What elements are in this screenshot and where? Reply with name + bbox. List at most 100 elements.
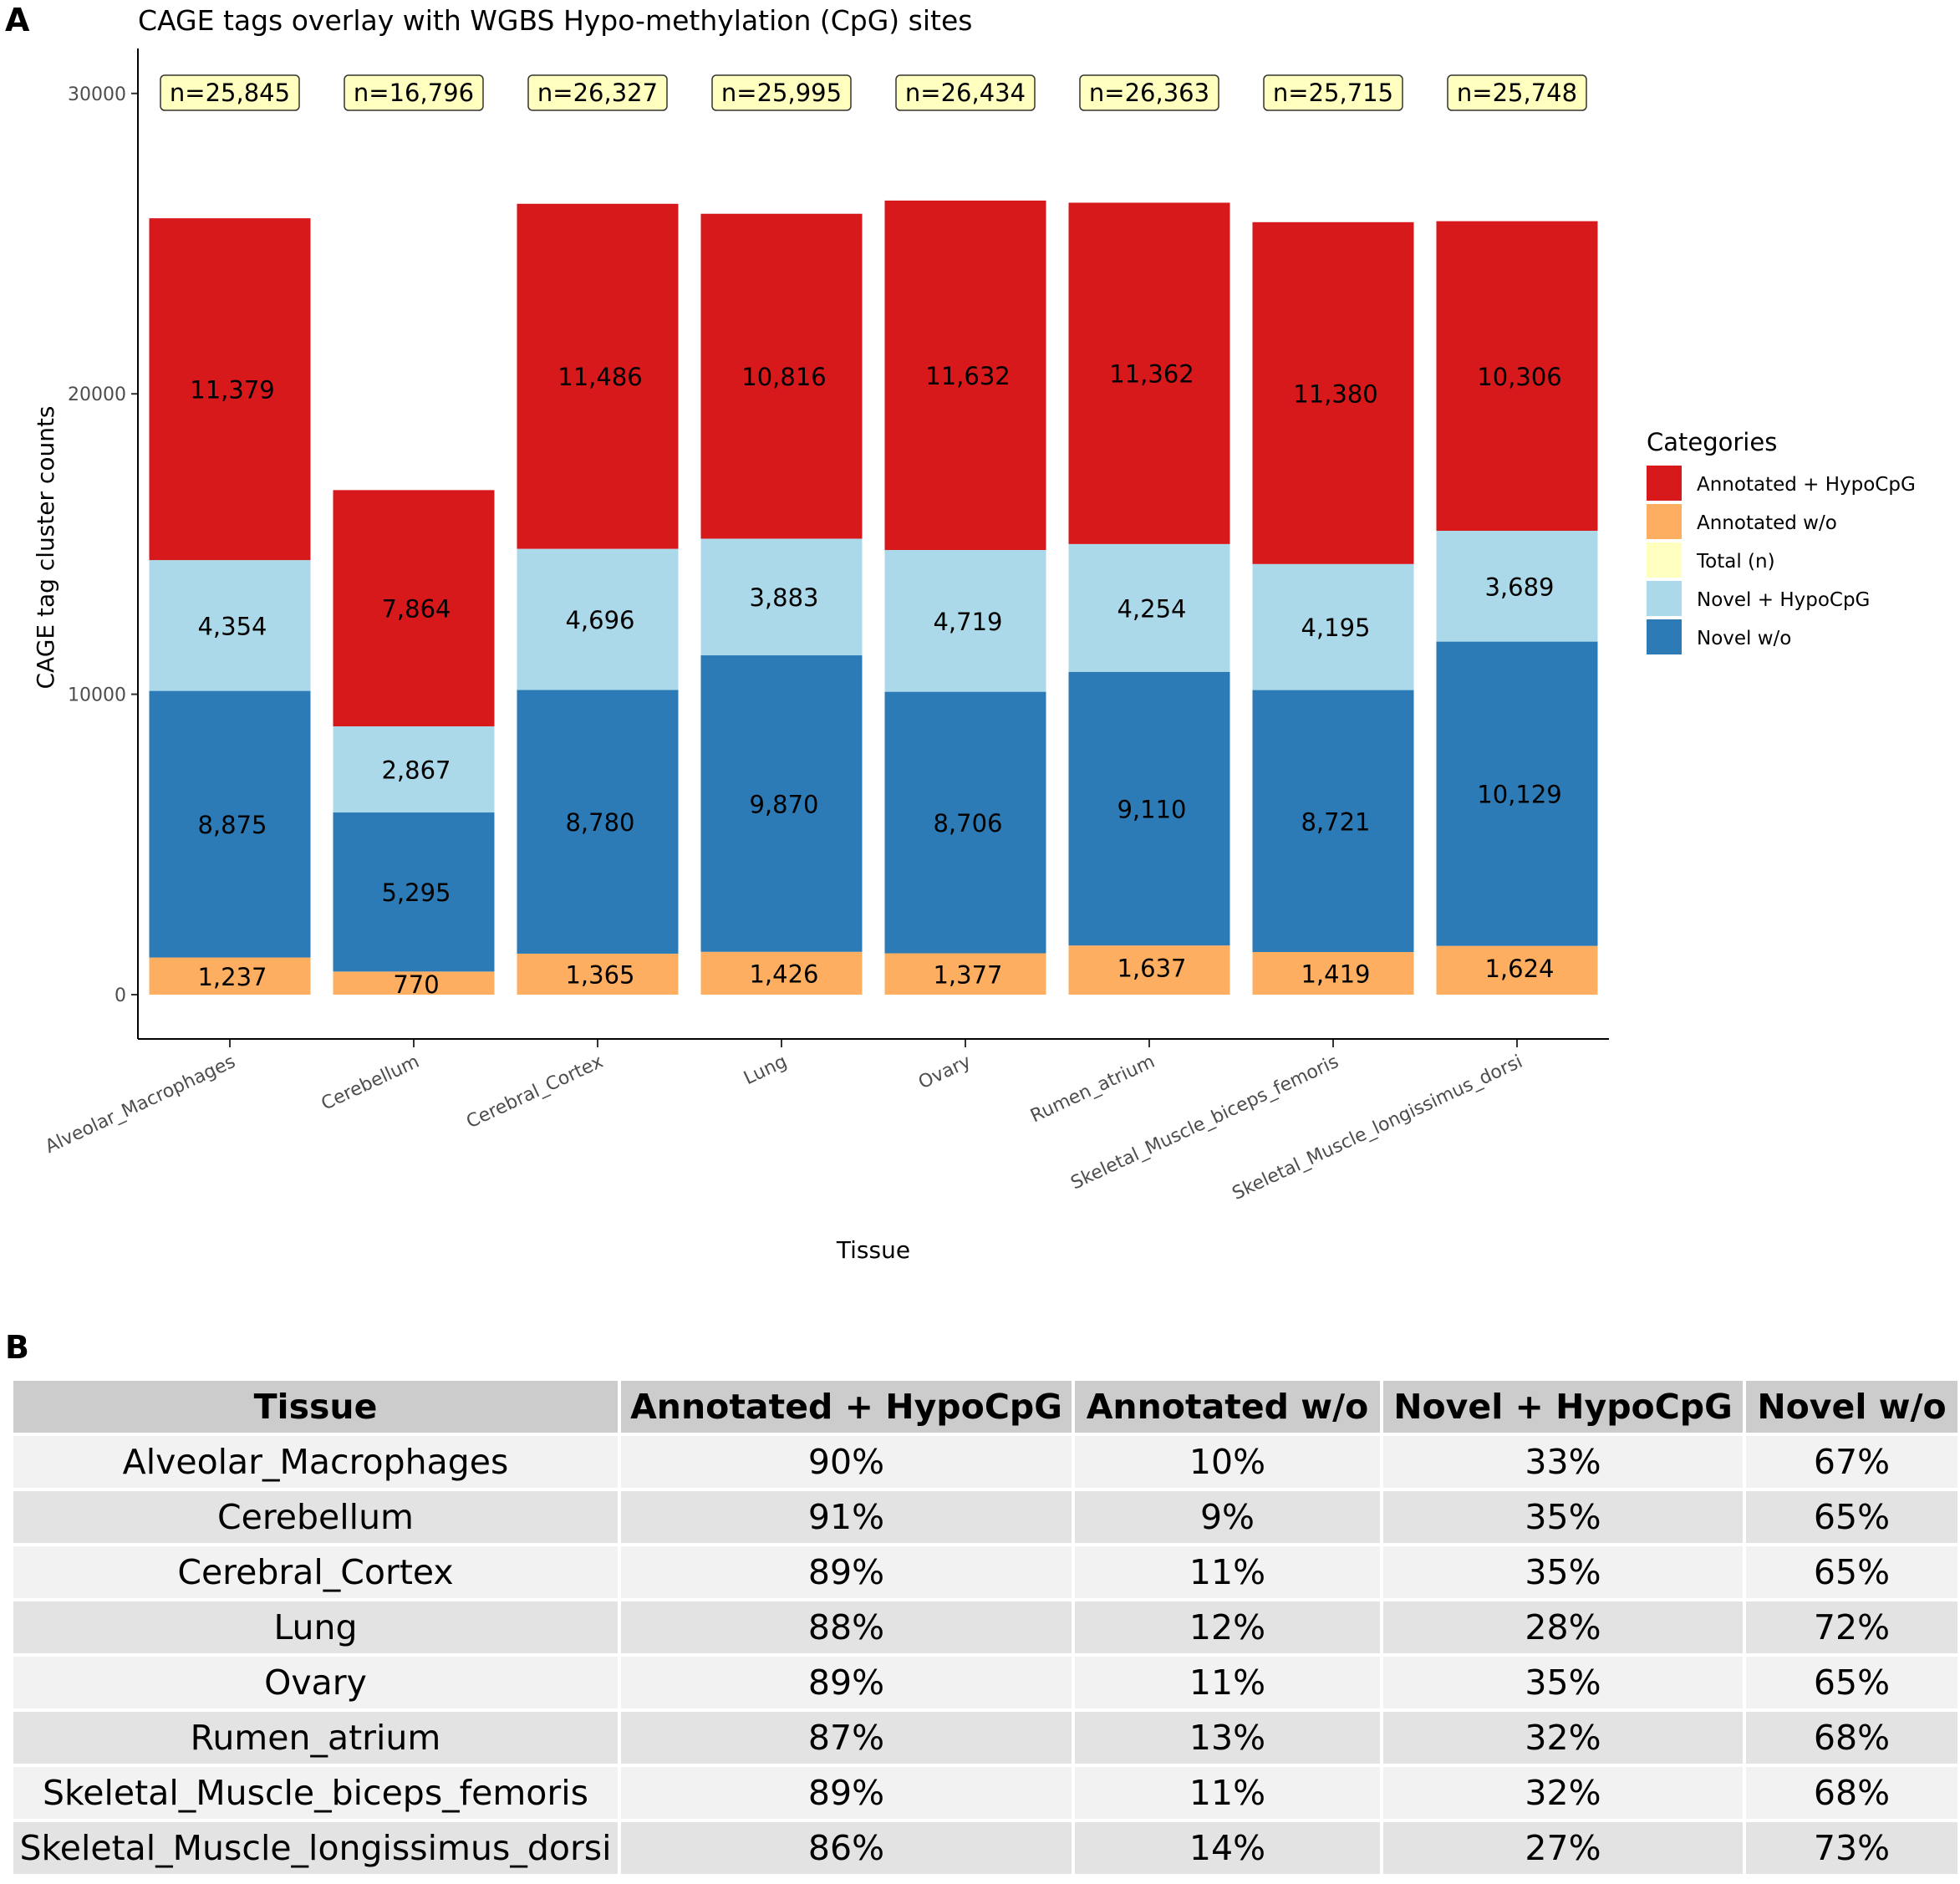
y-axis-label: CAGE tag cluster counts — [32, 405, 59, 689]
bar-segment-annotated-w-o — [1068, 945, 1230, 995]
segment-value-label: 7,864 — [381, 595, 451, 624]
segment-value-label: 10,816 — [741, 363, 826, 391]
bar-segment-annotated-hypocpg — [149, 218, 311, 561]
percentage-table: Tissue Annotated + HypoCpG Annotated w/o… — [10, 1377, 1960, 1877]
segment-value-label: 8,875 — [197, 811, 267, 839]
legend-label: Novel w/o — [1697, 628, 1791, 649]
total-label-box — [895, 74, 1036, 111]
segment-value-label: 11,380 — [1293, 379, 1377, 408]
cell-novel-hypocpg: 28% — [1383, 1601, 1743, 1653]
segment-value-label: 8,780 — [565, 808, 634, 837]
segment-value-label: 10,306 — [1477, 363, 1561, 391]
segment-value-label: 11,486 — [557, 363, 642, 391]
legend: Annotated + HypoCpG Annotated w/o Total (n… — [1647, 466, 1916, 654]
segment-value-label: 11,632 — [925, 362, 1010, 390]
cell-annotated-hypocpg: 86% — [621, 1822, 1072, 1874]
table-header-row: Tissue Annotated + HypoCpG Annotated w/o… — [13, 1381, 1957, 1433]
segment-value-label: 2,867 — [381, 756, 451, 785]
segment-value-label: 770 — [393, 970, 439, 999]
cell-annotated-hypocpg: 89% — [621, 1546, 1072, 1598]
cell-annotated-hypocpg: 89% — [621, 1657, 1072, 1708]
segment-value-label: 1,365 — [565, 960, 634, 989]
table-row: Cerebellum 91% 9% 35% 65% — [13, 1491, 1957, 1543]
total-label: n=26,434 — [905, 79, 1026, 107]
segment-value-label: 8,721 — [1301, 807, 1370, 836]
x-tick-label: Rumen_atrium — [1027, 1051, 1158, 1128]
total-label: n=25,715 — [1273, 79, 1393, 107]
segment-value-label: 4,195 — [1301, 614, 1370, 642]
segment-value-label: 4,719 — [933, 608, 1002, 636]
panel-b-label: B — [5, 1329, 29, 1366]
total-label-box — [1447, 74, 1587, 111]
total-label-box — [711, 74, 852, 111]
bar-segment-annotated-hypocpg — [700, 213, 863, 539]
cell-tissue: Cerebral_Cortex — [13, 1546, 618, 1598]
bar-segment-novel-w-o — [1068, 671, 1230, 946]
cell-novel-hypocpg: 33% — [1383, 1436, 1743, 1488]
bar-segment-novel-hypocpg — [1436, 531, 1598, 642]
cell-annotated-hypocpg: 88% — [621, 1601, 1072, 1653]
header-annotated-wo: Annotated w/o — [1075, 1381, 1380, 1433]
legend-label: Total (n) — [1696, 551, 1775, 573]
cell-tissue: Cerebellum — [13, 1491, 618, 1543]
segment-value-label: 3,883 — [749, 583, 818, 612]
cell-tissue: Lung — [13, 1601, 618, 1653]
table-row: Alveolar_Macrophages 90% 10% 33% 67% — [13, 1436, 1957, 1488]
bars-layer — [149, 200, 1598, 995]
total-label-box — [1079, 74, 1219, 111]
total-label: n=25,748 — [1457, 79, 1577, 107]
total-label-box — [1263, 74, 1403, 111]
bar-segment-annotated-w-o — [700, 951, 863, 995]
cell-tissue: Ovary — [13, 1657, 618, 1708]
cell-novel-wo: 65% — [1746, 1546, 1957, 1598]
bar-segment-novel-w-o — [1252, 690, 1414, 953]
bar-segment-novel-w-o — [700, 655, 863, 952]
bar-segment-novel-hypocpg — [700, 538, 863, 656]
cell-novel-hypocpg: 35% — [1383, 1546, 1743, 1598]
segment-value-label: 1,624 — [1484, 955, 1554, 983]
cell-tissue: Rumen_atrium — [13, 1712, 618, 1764]
cell-novel-hypocpg: 32% — [1383, 1767, 1743, 1819]
segment-value-label: 3,689 — [1484, 573, 1554, 601]
bar-segment-novel-hypocpg — [517, 548, 679, 690]
cell-annotated-wo: 14% — [1075, 1822, 1380, 1874]
cell-novel-wo: 65% — [1746, 1657, 1957, 1708]
header-novel-hypocpg: Novel + HypoCpG — [1383, 1381, 1743, 1433]
cell-annotated-wo: 11% — [1075, 1657, 1380, 1708]
segment-value-label: 8,706 — [933, 809, 1002, 838]
header-novel-wo: Novel w/o — [1746, 1381, 1957, 1433]
bar-segment-annotated-w-o — [333, 971, 495, 995]
cell-novel-hypocpg: 35% — [1383, 1657, 1743, 1708]
cell-novel-hypocpg: 32% — [1383, 1712, 1743, 1764]
cell-tissue: Alveolar_Macrophages — [13, 1436, 618, 1488]
table-row: Lung 88% 12% 28% 72% — [13, 1601, 1957, 1653]
table-row: Ovary 89% 11% 35% 65% — [13, 1657, 1957, 1708]
total-labels-layer: n=25,845 n=16,796 n=26,327 n=25,995 n=26,434… — [160, 74, 1587, 111]
segment-value-label: 9,110 — [1117, 795, 1186, 823]
cell-annotated-wo: 13% — [1075, 1712, 1380, 1764]
total-label: n=26,363 — [1089, 79, 1209, 107]
table-row: Skeletal_Muscle_longissimus_dorsi 86% 14… — [13, 1822, 1957, 1874]
cell-annotated-wo: 12% — [1075, 1601, 1380, 1653]
total-label: n=25,845 — [170, 79, 290, 107]
cell-novel-wo: 73% — [1746, 1822, 1957, 1874]
segment-value-label: 9,870 — [749, 790, 818, 818]
cell-tissue: Skeletal_Muscle_biceps_femoris — [13, 1767, 618, 1819]
bar-segment-novel-w-o — [1436, 641, 1598, 946]
bar-segment-annotated-w-o — [884, 953, 1046, 995]
cell-annotated-hypocpg: 89% — [621, 1767, 1072, 1819]
total-label: n=16,796 — [354, 79, 474, 107]
legend-swatch-annotated-hypocpg — [1647, 466, 1682, 501]
y-tick-label: 0 — [115, 985, 126, 1006]
legend-label: Annotated w/o — [1697, 512, 1837, 534]
legend-swatch-novel-hypocpg — [1647, 581, 1682, 616]
legend-title: Categories — [1647, 428, 1777, 456]
bar-segment-novel-hypocpg — [1252, 563, 1414, 690]
cell-novel-wo: 68% — [1746, 1767, 1957, 1819]
bar-segment-novel-hypocpg — [884, 550, 1046, 692]
bar-segment-annotated-hypocpg — [884, 200, 1046, 551]
segment-value-label: 1,426 — [749, 960, 818, 988]
bar-segment-novel-hypocpg — [1068, 543, 1230, 672]
legend-label: Annotated + HypoCpG — [1697, 474, 1916, 496]
y-tick-label: 10000 — [68, 685, 126, 706]
